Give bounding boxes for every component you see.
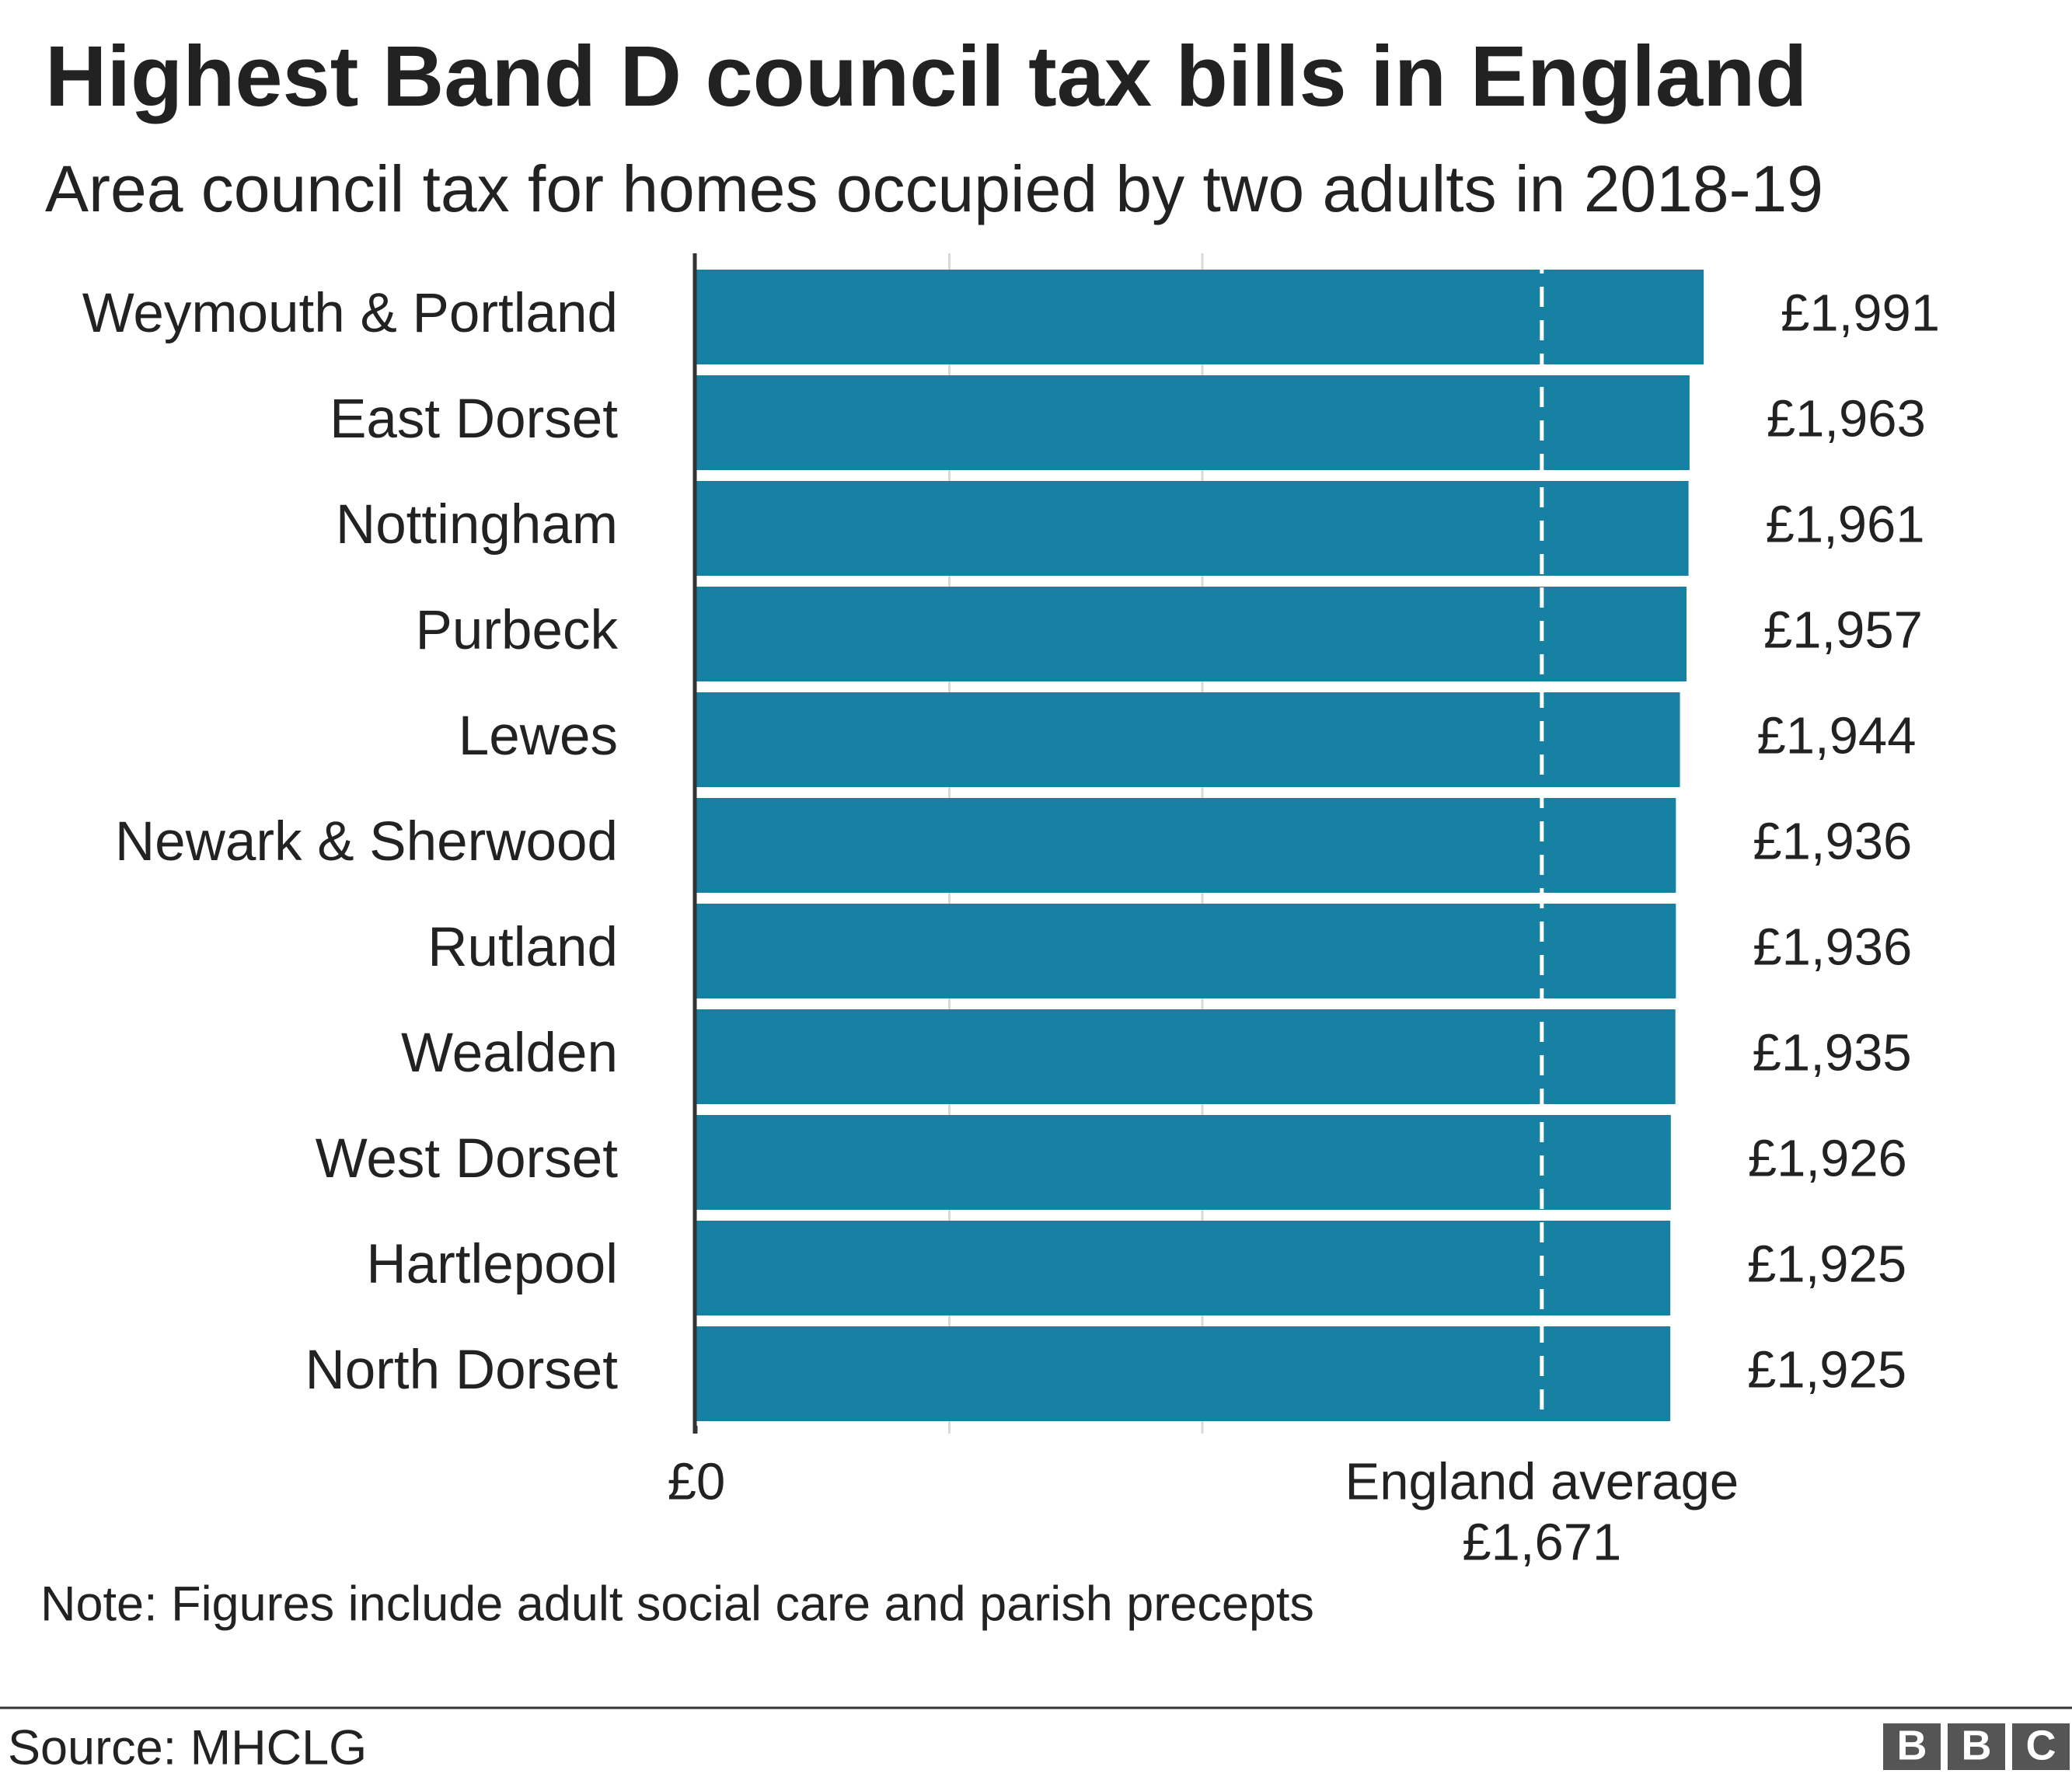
category-label: Rutland <box>427 917 618 978</box>
category-label: Lewes <box>459 706 618 767</box>
logo-letter: B <box>1897 1722 1927 1768</box>
reference-label: England average <box>1345 1453 1739 1511</box>
value-label: £1,944 <box>1757 707 1917 765</box>
note: Note: Figures include adult social care … <box>40 1577 1314 1632</box>
chart-subtitle: Area council tax for homes occupied by t… <box>45 152 1823 225</box>
x-tick-label: £0 <box>668 1453 726 1511</box>
chart-title: Highest Band D council tax bills in Engl… <box>45 29 1807 124</box>
reference-value-label: £1,671 <box>1462 1514 1621 1572</box>
bar <box>696 587 1687 681</box>
logo-box <box>2012 1723 2070 1770</box>
bar <box>696 692 1680 787</box>
logo-box <box>1883 1723 1941 1770</box>
category-label: North Dorset <box>305 1340 619 1401</box>
source: Source: MHCLG <box>8 1721 367 1775</box>
bar <box>696 798 1676 893</box>
value-label: £1,925 <box>1747 1235 1906 1294</box>
value-label: £1,991 <box>1781 284 1940 343</box>
category-label: Nottingham <box>336 494 618 556</box>
category-label: West Dorset <box>316 1128 619 1190</box>
category-label: Purbeck <box>416 600 619 661</box>
bar <box>696 1221 1671 1315</box>
value-label: £1,926 <box>1748 1130 1907 1188</box>
bar <box>696 1115 1671 1210</box>
category-label: Weymouth & Portland <box>82 283 618 344</box>
value-label: £1,925 <box>1747 1341 1906 1399</box>
bar <box>696 904 1676 998</box>
bar <box>696 1326 1671 1421</box>
value-label: £1,935 <box>1753 1024 1912 1082</box>
bar <box>696 1009 1676 1104</box>
logo-box <box>1948 1723 2005 1770</box>
category-label: Wealden <box>401 1023 618 1084</box>
value-label: £1,963 <box>1767 390 1926 448</box>
value-label: £1,957 <box>1763 601 1923 660</box>
value-label: £1,936 <box>1753 918 1912 977</box>
bar <box>696 375 1690 470</box>
logo-letter: C <box>2026 1722 2056 1768</box>
logo-letter: B <box>1962 1722 1992 1768</box>
value-label: £1,961 <box>1766 496 1925 554</box>
value-label: £1,936 <box>1753 813 1912 871</box>
category-label: Hartlepool <box>366 1234 618 1295</box>
bar <box>696 270 1704 364</box>
category-label: East Dorset <box>330 389 618 450</box>
bar <box>696 481 1689 576</box>
category-label: Newark & Sherwood <box>115 811 618 873</box>
